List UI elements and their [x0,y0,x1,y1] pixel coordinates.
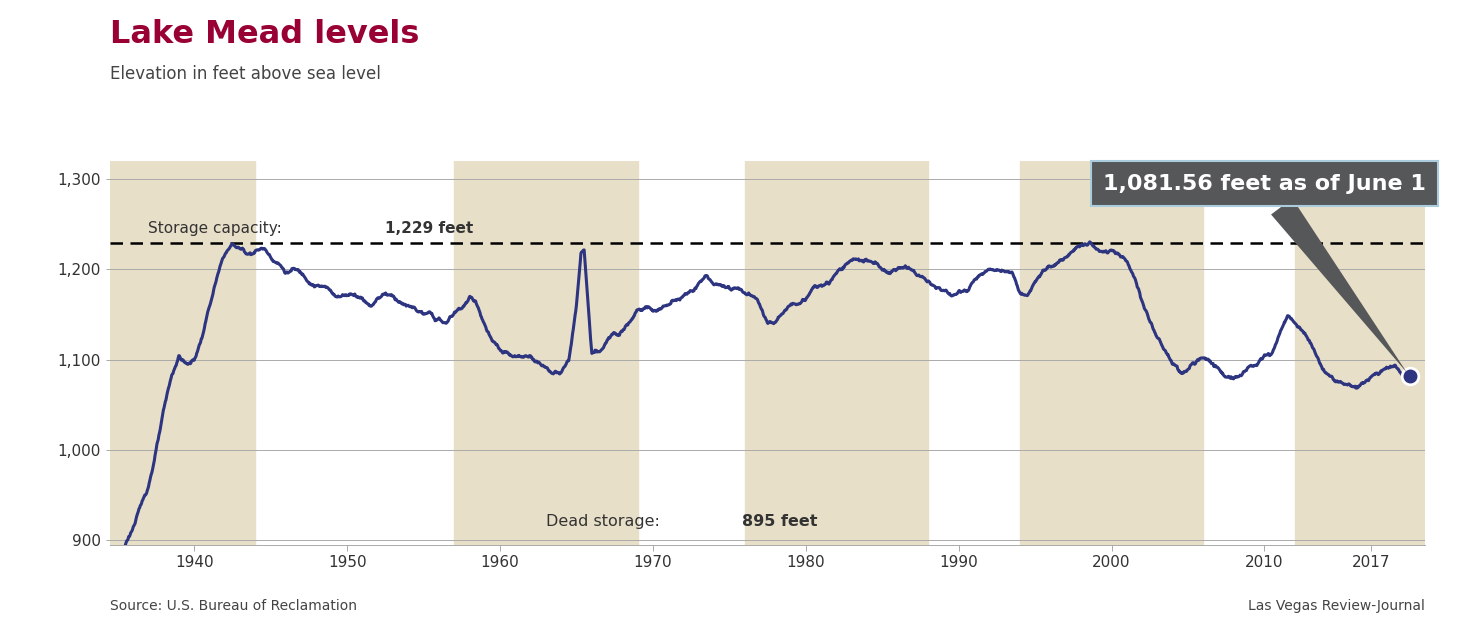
Bar [1296,161,1425,545]
Text: Dead storage:: Dead storage: [546,514,665,529]
Bar [110,161,256,545]
Text: Storage capacity:: Storage capacity: [148,221,286,236]
Text: Elevation in feet above sea level: Elevation in feet above sea level [110,65,380,83]
Text: 895 feet: 895 feet [742,514,817,529]
Text: Las Vegas Review-Journal: Las Vegas Review-Journal [1249,599,1425,613]
Text: Source: U.S. Bureau of Reclamation: Source: U.S. Bureau of Reclamation [110,599,357,613]
Bar [745,161,928,545]
Bar [1019,161,1203,545]
Bar [454,161,638,545]
Text: 1,081.56 feet as of June 1: 1,081.56 feet as of June 1 [1103,173,1426,373]
Text: Lake Mead levels: Lake Mead levels [110,19,420,50]
Text: 1,229 feet: 1,229 feet [385,221,473,236]
